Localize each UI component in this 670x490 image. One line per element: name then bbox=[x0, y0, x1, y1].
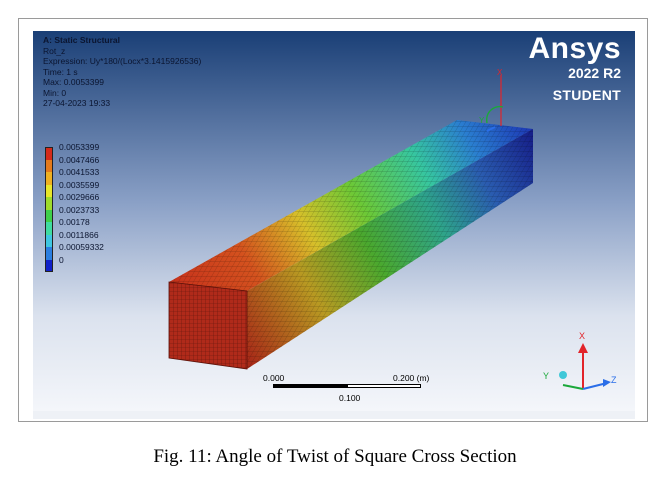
result-info: A: Static Structural Rot_z Expression: U… bbox=[43, 35, 201, 109]
result-name: Rot_z bbox=[43, 45, 66, 56]
model-canvas[interactable]: X Y X Y Z bbox=[33, 31, 635, 411]
legend-label: 0.00178 bbox=[59, 217, 90, 227]
legend-label: 0.00059332 bbox=[59, 242, 104, 252]
legend-swatch bbox=[45, 197, 53, 210]
legend-label: 0.0029666 bbox=[59, 192, 100, 202]
triad-z-label: Z bbox=[611, 375, 617, 385]
triad-x-label: X bbox=[579, 331, 585, 341]
legend-swatch bbox=[45, 234, 53, 247]
scale-mid-label: 0.100 bbox=[339, 393, 361, 403]
scale-segment-light bbox=[347, 384, 421, 388]
triad-y-label: Y bbox=[543, 371, 549, 381]
legend-label: 0 bbox=[59, 254, 64, 265]
legend-label: 0.0011866 bbox=[59, 229, 99, 240]
analysis-title: A: Static Structural bbox=[43, 35, 120, 45]
marker-x-label: X bbox=[497, 68, 503, 77]
legend-label: 0.0035599 bbox=[59, 179, 100, 190]
result-time: Time: 1 s bbox=[43, 66, 78, 77]
legend-label: 0.0041533 bbox=[59, 167, 100, 177]
result-datetime: 27-04-2023 19:33 bbox=[43, 98, 111, 108]
rotation-marker: X Y bbox=[479, 68, 504, 132]
scale-right-label: 0.200 (m) bbox=[393, 373, 430, 383]
legend-swatch bbox=[45, 147, 53, 160]
brand-name: Ansys bbox=[528, 32, 621, 65]
legend-label: 0.0053399 bbox=[59, 142, 100, 152]
edition-label: STUDENT bbox=[552, 87, 621, 103]
legend-swatch bbox=[45, 259, 53, 272]
result-min: Min: 0 bbox=[43, 87, 67, 98]
legend-swatch bbox=[45, 247, 53, 260]
legend-label: 0.0023733 bbox=[59, 204, 100, 215]
figure-frame: X Y X Y Z A: Static Structural Rot_z bbox=[18, 18, 648, 422]
figure-caption: Fig. 11: Angle of Twist of Square Cross … bbox=[153, 446, 517, 467]
legend-label: 0.0047466 bbox=[59, 154, 100, 165]
scale-left-label: 0.000 bbox=[263, 373, 285, 383]
legend-swatch bbox=[45, 209, 53, 222]
legend-swatch bbox=[45, 172, 53, 185]
version-label: 2022 R2 bbox=[568, 65, 621, 81]
ansys-logo: Ansys 2022 R2 STUDENT bbox=[528, 32, 621, 104]
legend-swatch bbox=[45, 159, 53, 172]
scale-segment-dark bbox=[273, 384, 347, 388]
scale-bar: 0.000 0.200 (m) 0.100 bbox=[263, 371, 465, 411]
result-max: Max: 0.0053399 bbox=[43, 77, 104, 87]
coordinate-triad[interactable]: X Y Z bbox=[543, 331, 617, 390]
result-expression: Expression: Uy*180/(Locx*3.1415926536) bbox=[43, 56, 202, 66]
legend-swatch bbox=[45, 222, 53, 235]
graphics-viewport[interactable]: X Y X Y Z A: Static Structural Rot_z bbox=[33, 31, 635, 411]
marker-y-label: Y bbox=[479, 116, 485, 125]
status-strip bbox=[33, 411, 635, 419]
legend-swatch bbox=[45, 184, 53, 197]
